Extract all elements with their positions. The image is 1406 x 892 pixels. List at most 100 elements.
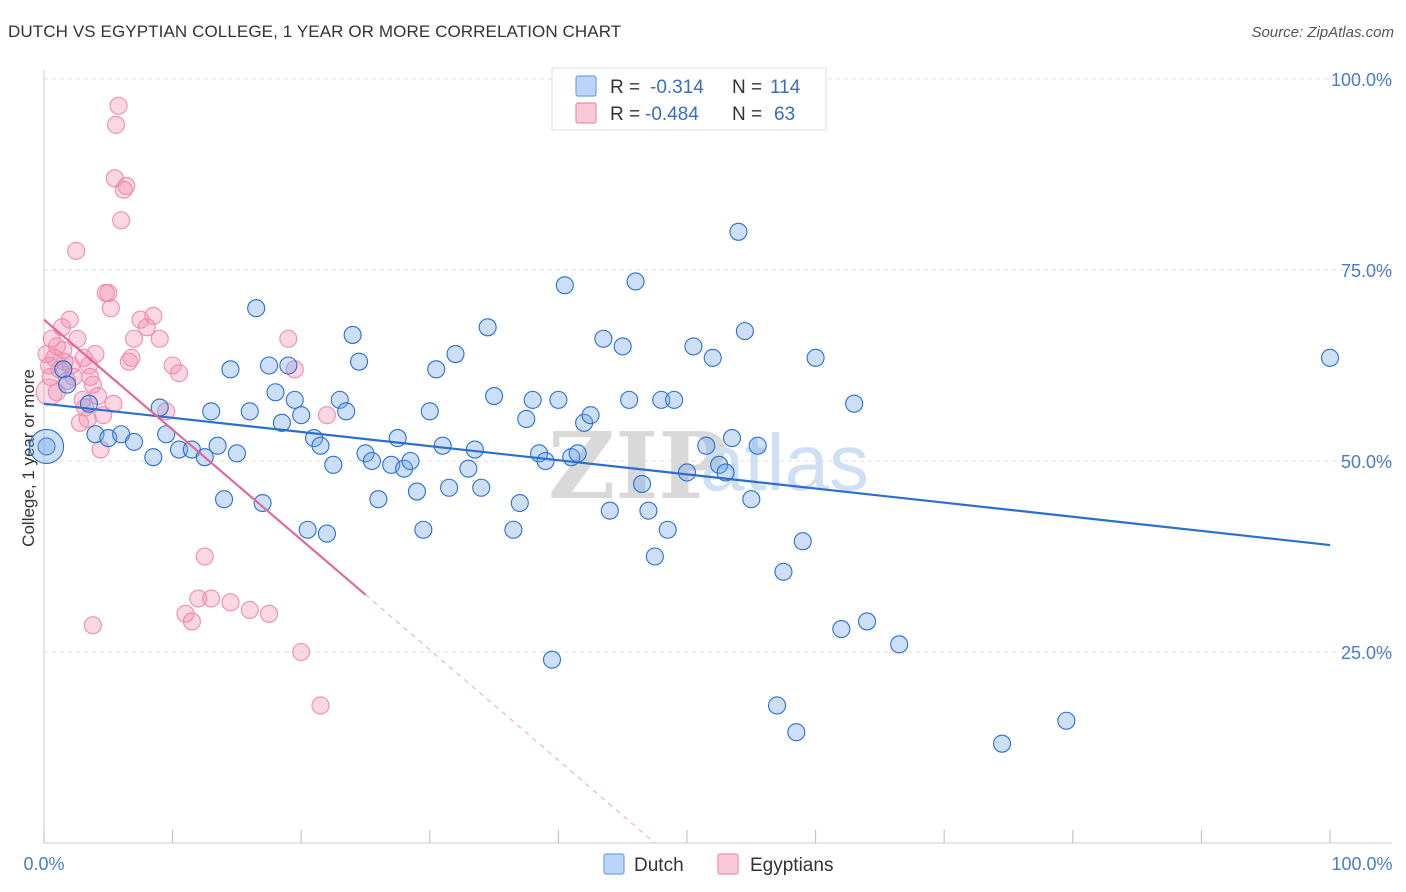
dutch-point — [54, 360, 73, 379]
dutch-point — [575, 413, 594, 432]
dutch-point — [324, 455, 343, 474]
dutch-point — [1057, 711, 1076, 730]
egyptians-point — [67, 241, 86, 260]
dutch-point — [240, 402, 259, 421]
stats-legend: R = -0.314 N = 114 R = -0.484 N = 63 — [551, 67, 827, 131]
dutch-point — [722, 429, 742, 448]
dutch-point — [716, 463, 735, 482]
legend-n-value-egyptians: 63 — [774, 104, 795, 125]
dutch-point — [433, 436, 452, 455]
y-tick-label: 50.0% — [1341, 452, 1392, 472]
dutch-point — [1320, 348, 1340, 367]
dutch-point — [58, 375, 77, 394]
egyptians-point — [195, 547, 214, 566]
egyptians-point — [78, 409, 97, 429]
dutch-point — [600, 501, 619, 520]
dutch-point — [472, 478, 491, 497]
dutch-point — [993, 734, 1012, 753]
dutch-points — [29, 222, 1340, 753]
dutch-point — [845, 394, 864, 413]
dutch-point — [459, 459, 478, 478]
dutch-point — [523, 390, 542, 409]
dutch-point — [632, 474, 652, 493]
series-legend: Dutch Egyptians — [603, 853, 833, 876]
dutch-point — [337, 402, 356, 421]
series-legend-swatch-egyptians — [717, 853, 739, 875]
egyptians-trend-line — [43, 318, 367, 596]
dutch-point — [427, 360, 446, 379]
chart-title: DUTCH VS EGYPTIAN COLLEGE, 1 YEAR OR MOR… — [8, 22, 622, 41]
dutch-point — [247, 299, 266, 318]
egyptians-point — [279, 329, 298, 348]
dutch-point — [806, 348, 825, 367]
egyptians-trend-extension — [365, 594, 656, 844]
dutch-point — [890, 635, 909, 654]
egyptians-point — [54, 341, 73, 360]
watermark: ZIP atlas — [548, 412, 869, 520]
dutch-point — [665, 390, 684, 409]
trend-lines — [43, 318, 1331, 844]
dutch-point — [684, 337, 703, 356]
dutch-point — [748, 436, 767, 455]
dutch-point — [208, 436, 227, 455]
dutch-point — [645, 547, 664, 566]
dutch-point — [298, 520, 317, 539]
dutch-trend-line — [43, 402, 1331, 547]
egyptians-point — [169, 364, 189, 383]
egyptians-point — [83, 616, 102, 635]
egyptians-point — [122, 348, 141, 367]
series-legend-swatch-dutch — [603, 853, 625, 875]
dutch-point — [697, 436, 716, 455]
dutch-point — [124, 432, 144, 451]
egyptians-point — [150, 329, 169, 348]
dutch-point — [311, 436, 330, 455]
legend-n-label-dutch: N = — [732, 77, 762, 98]
egyptians-point — [106, 115, 126, 134]
dutch-point — [202, 402, 221, 421]
x-tick-label-max: 100.0% — [1331, 854, 1392, 874]
dutch-point — [857, 612, 877, 631]
dutch-point — [356, 444, 375, 463]
legend-r-value-egyptians: -0.484 — [645, 104, 699, 125]
dutch-point — [504, 520, 523, 539]
dutch-point — [594, 329, 613, 348]
gridlines — [44, 78, 1392, 653]
dutch-point — [787, 723, 806, 742]
x-tick-label-min: 0.0% — [23, 854, 64, 874]
dutch-point — [369, 490, 388, 509]
dutch-point — [677, 463, 697, 482]
egyptians-points — [35, 96, 336, 715]
dutch-point — [478, 318, 497, 337]
dutch-point-large — [29, 428, 65, 465]
egyptians-point — [311, 696, 330, 715]
y-axis-tick-labels: 25.0% 50.0% 75.0% 100.0% — [1331, 70, 1392, 663]
egyptians-point — [221, 593, 240, 612]
egyptians-point — [240, 600, 259, 620]
dutch-point — [774, 562, 793, 581]
dutch-point — [658, 520, 677, 539]
dutch-point — [407, 482, 426, 501]
dutch-point — [259, 356, 279, 375]
legend-r-label-egyptians: R = — [610, 104, 640, 125]
dutch-point — [221, 360, 240, 379]
egyptians-point — [144, 306, 163, 325]
dutch-point — [285, 390, 304, 409]
egyptians-point — [292, 642, 311, 662]
legend-n-value-dutch: 114 — [770, 77, 801, 98]
legend-swatch-dutch — [575, 75, 597, 97]
dutch-point — [536, 451, 555, 471]
dutch-point — [581, 406, 600, 425]
y-tick-label: 75.0% — [1341, 261, 1392, 281]
dutch-point — [729, 222, 748, 241]
dutch-point — [510, 493, 529, 513]
y-tick-label: 100.0% — [1331, 70, 1392, 90]
legend-r-value-dutch: -0.314 — [650, 77, 704, 98]
egyptians-point — [60, 310, 79, 329]
egyptians-point — [259, 604, 279, 623]
x-axis-ticks — [43, 830, 1331, 843]
dutch-point — [253, 493, 272, 513]
dutch-point — [710, 455, 729, 474]
stats-legend-box — [551, 67, 827, 131]
egyptians-point — [317, 406, 336, 425]
y-axis-label: College, 1 year or more — [19, 369, 38, 547]
